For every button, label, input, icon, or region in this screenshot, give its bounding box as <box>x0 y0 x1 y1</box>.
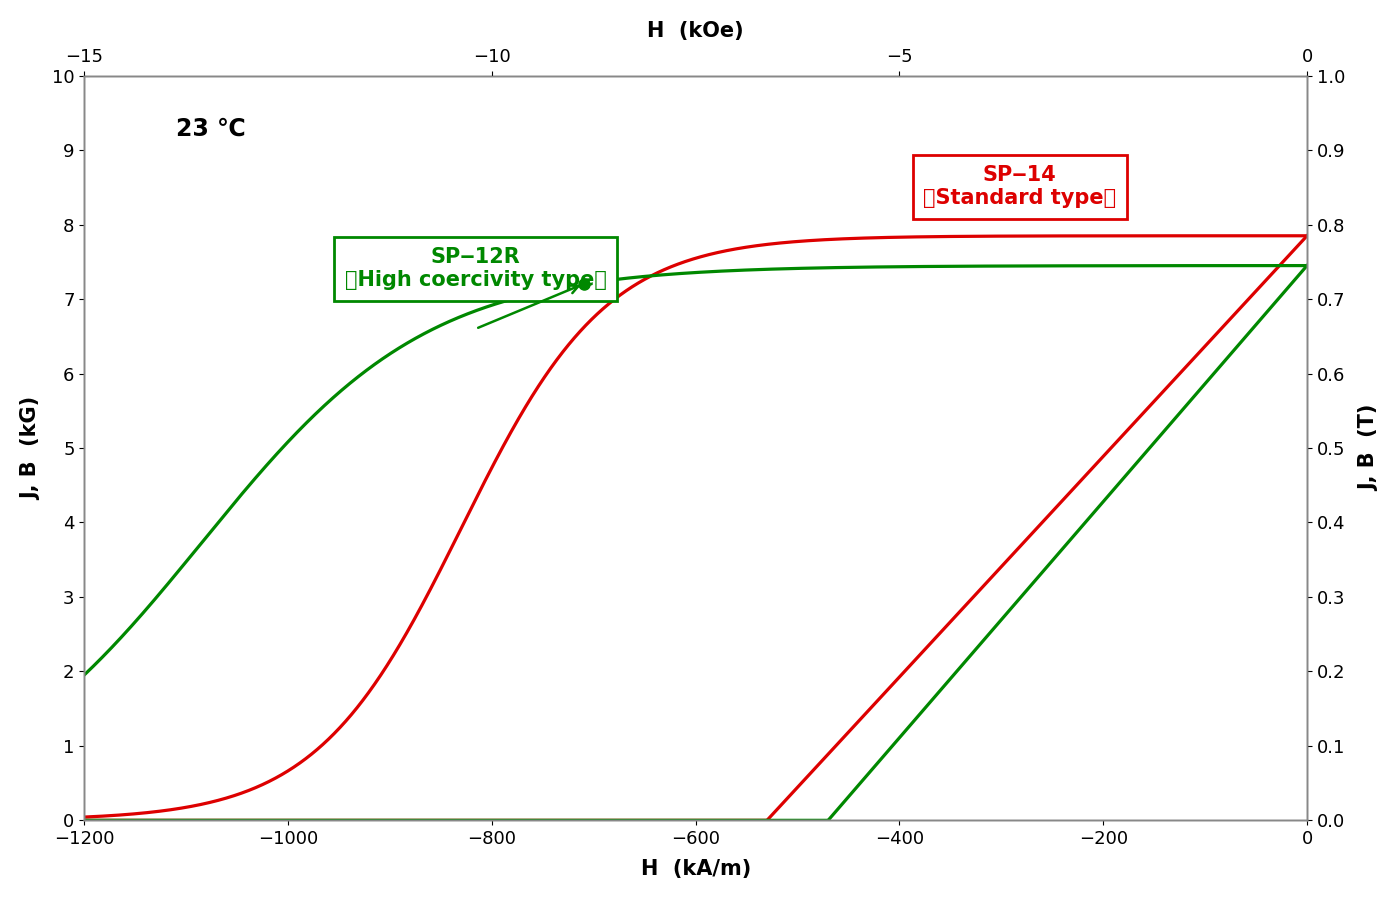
Y-axis label: J, B  (T): J, B (T) <box>1359 405 1379 491</box>
X-axis label: H  (kOe): H (kOe) <box>647 21 743 40</box>
Text: 23 ℃: 23 ℃ <box>176 117 246 140</box>
Y-axis label: J, B  (kG): J, B (kG) <box>21 396 41 500</box>
Text: SP‒12R
（High coercivity type）: SP‒12R （High coercivity type） <box>344 247 606 290</box>
X-axis label: H  (kA/m): H (kA/m) <box>641 860 750 879</box>
Text: SP‒14
（Standard type）: SP‒14 （Standard type） <box>923 165 1116 208</box>
